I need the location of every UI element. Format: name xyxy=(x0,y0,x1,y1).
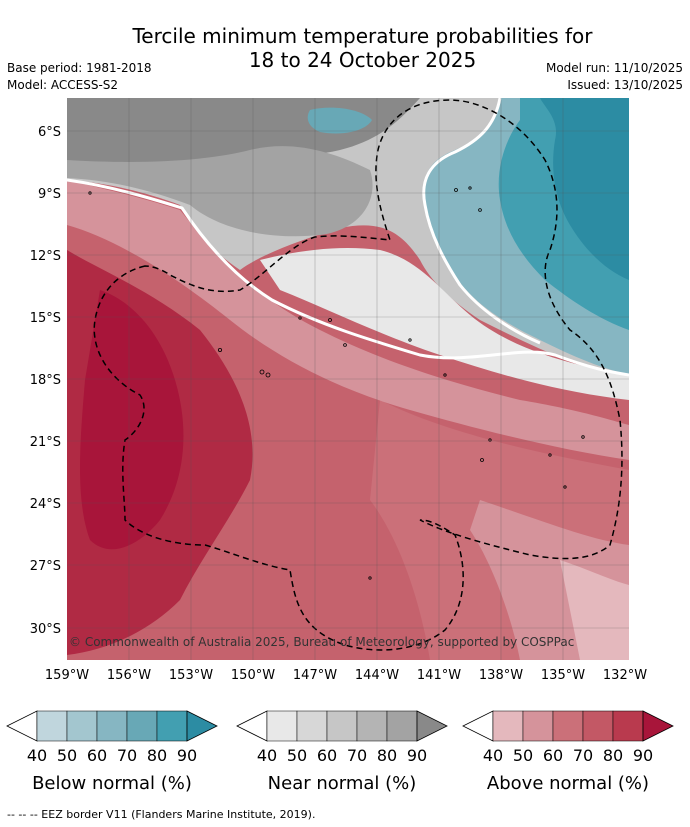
copyright-notice: © Commonwealth of Australia 2025, Bureau… xyxy=(69,635,574,649)
colorbar-tick: 70 xyxy=(117,746,137,765)
map-gridlines xyxy=(67,98,629,660)
colorbar-tick: 90 xyxy=(177,746,197,765)
colorbar-label: Below normal (%) xyxy=(32,773,192,794)
eez-border xyxy=(93,99,623,651)
colorbar-extend-high xyxy=(642,710,674,742)
colorbar-tick: 40 xyxy=(257,746,277,765)
lat-label: 24°S xyxy=(30,497,61,512)
colorbar-tick: 90 xyxy=(633,746,653,765)
colorbar-segment xyxy=(522,710,554,742)
legend-near-normal: 40 50 60 70 80 90 Near normal (%) xyxy=(236,710,448,794)
colorbar-segment xyxy=(356,710,388,742)
near-normal-band-40 xyxy=(260,248,629,400)
colorbar-segment xyxy=(66,710,98,742)
colorbar-segment xyxy=(296,710,328,742)
colorbar-tick: 70 xyxy=(347,746,367,765)
colorbar-segment xyxy=(386,710,418,742)
lat-label: 18°S xyxy=(30,373,61,388)
lon-label: 132°W xyxy=(603,668,647,683)
lat-label: 6°S xyxy=(38,125,61,140)
colorbar-tick: 80 xyxy=(603,746,623,765)
colorbar-tick: 60 xyxy=(543,746,563,765)
colorbar-segment xyxy=(552,710,584,742)
lat-label: 27°S xyxy=(30,559,61,574)
lon-label: 153°W xyxy=(169,668,213,683)
colorbar-segment xyxy=(612,710,644,742)
colorbar-tick: 50 xyxy=(287,746,307,765)
lon-label: 147°W xyxy=(293,668,337,683)
lon-label: 141°W xyxy=(417,668,461,683)
colorbar-segment xyxy=(126,710,158,742)
colorbar-tick: 80 xyxy=(377,746,397,765)
colorbar-tick: 40 xyxy=(27,746,47,765)
above-normal-band-50 xyxy=(560,560,629,660)
lon-label: 144°W xyxy=(355,668,399,683)
lat-label: 9°S xyxy=(38,187,61,202)
colorbar-tick: 40 xyxy=(483,746,503,765)
run-info: Model run: 11/10/2025 Issued: 13/10/2025 xyxy=(546,60,683,94)
title-line-2: 18 to 24 October 2025 xyxy=(248,48,477,72)
colorbar-label: Above normal (%) xyxy=(487,773,649,794)
legend-above-normal: 40 50 60 70 80 90 Above normal (%) xyxy=(462,710,674,794)
colorbar-extend-low xyxy=(462,710,494,742)
lon-label: 138°W xyxy=(479,668,523,683)
colorbar-segment xyxy=(326,710,358,742)
colorbar-extend-high xyxy=(416,710,448,742)
model-name: Model: ACCESS-S2 xyxy=(7,78,119,92)
colorbar-label: Near normal (%) xyxy=(268,773,417,794)
issued-date: Issued: 13/10/2025 xyxy=(567,78,683,92)
near-normal-band-80 xyxy=(67,146,373,237)
lat-label: 30°S xyxy=(30,622,61,637)
lon-label: 150°W xyxy=(231,668,275,683)
colorbar-tick: 70 xyxy=(573,746,593,765)
colorbar-tick: 50 xyxy=(513,746,533,765)
colorbar-extend-high xyxy=(186,710,218,742)
lat-label: 12°S xyxy=(30,249,61,264)
colorbar-tick: 80 xyxy=(147,746,167,765)
colorbar-tick: 50 xyxy=(57,746,77,765)
colorbar-tick: 90 xyxy=(407,746,427,765)
colorbar-segment xyxy=(266,710,298,742)
title-line-1: Tercile minimum temperature probabilitie… xyxy=(132,24,593,48)
tercile-boundary xyxy=(67,178,629,377)
latitude-labels: 6°S 9°S 12°S 15°S 18°S 21°S 24°S 27°S 30… xyxy=(30,125,61,637)
above-normal-peak xyxy=(80,290,184,550)
eez-footer-note: -- -- -- EEZ border V11 (Flanders Marine… xyxy=(7,808,316,821)
lat-label: 15°S xyxy=(30,311,61,326)
colorbar-segment xyxy=(36,710,68,742)
colorbar-segment xyxy=(582,710,614,742)
map-title: Tercile minimum temperature probabilitie… xyxy=(0,24,690,72)
model-run: Model run: 11/10/2025 xyxy=(545,61,683,75)
model-info: Base period: 1981-2018 Model: ACCESS-S2 xyxy=(7,60,152,94)
legend-below-normal: 40 50 60 70 80 90 Below normal (%) xyxy=(6,710,218,794)
below-normal-peak xyxy=(540,98,629,280)
probability-field: © Commonwealth of Australia 2025, Bureau… xyxy=(67,98,629,660)
colorbar-segment xyxy=(492,710,524,742)
islands xyxy=(88,186,585,580)
lon-label: 135°W xyxy=(541,668,585,683)
colorbar-extend-low xyxy=(236,710,268,742)
colorbar-tick: 60 xyxy=(87,746,107,765)
base-period: Base period: 1981-2018 xyxy=(7,61,152,75)
longitude-labels: 159°W 156°W 153°W 150°W 147°W 144°W 141°… xyxy=(45,668,647,683)
lat-label: 21°S xyxy=(30,435,61,450)
colorbar-segment xyxy=(96,710,128,742)
lon-label: 156°W xyxy=(107,668,151,683)
lon-label: 159°W xyxy=(45,668,89,683)
above-normal-transition xyxy=(67,180,629,460)
colorbar-tick: 60 xyxy=(317,746,337,765)
colorbar-extend-low xyxy=(6,710,38,742)
below-boundary xyxy=(422,98,541,345)
below-normal-patch xyxy=(307,107,372,134)
colorbar-segment xyxy=(156,710,188,742)
